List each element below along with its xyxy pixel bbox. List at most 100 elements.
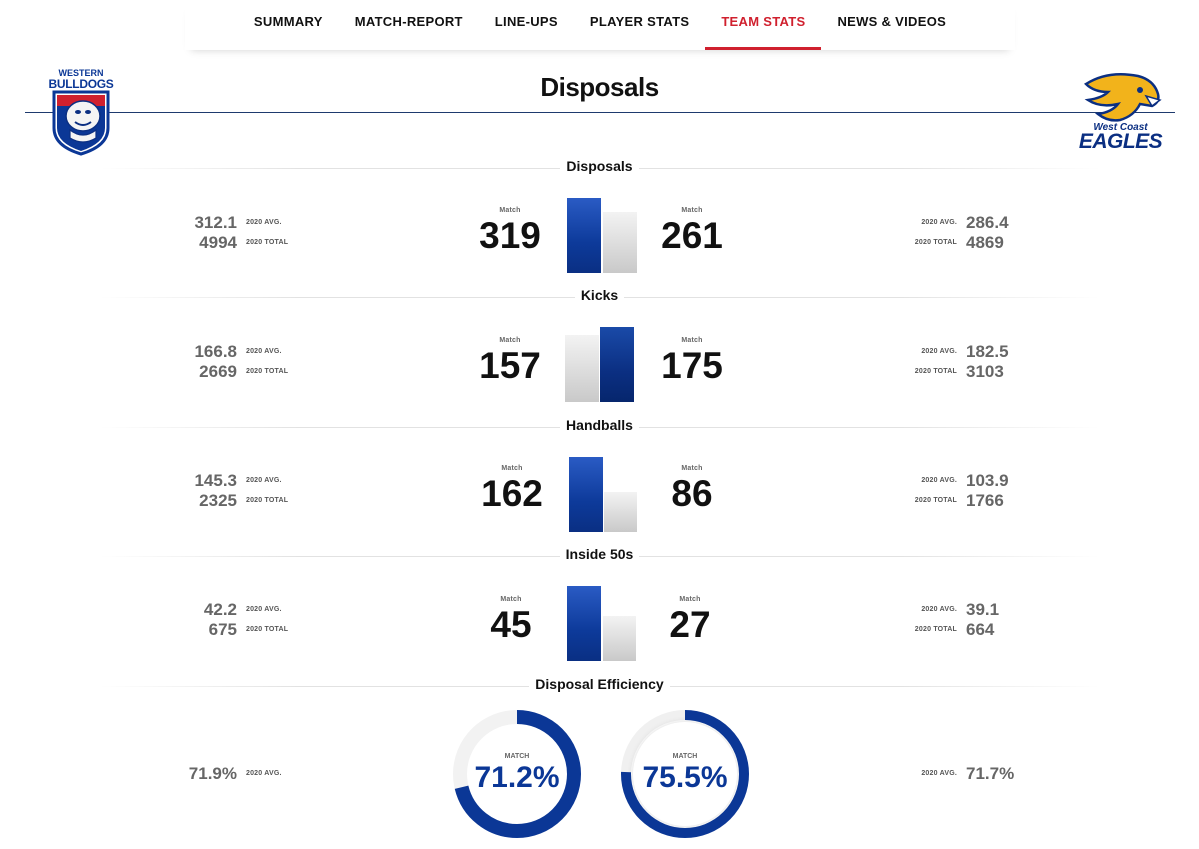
- total-label: 2020 TOTAL: [914, 368, 957, 375]
- avg-label: 2020 AVG.: [921, 477, 957, 484]
- home-match-value: 319: [479, 215, 541, 256]
- total-label: 2020 TOTAL: [246, 239, 289, 246]
- away-match-value: 86: [671, 473, 713, 514]
- page-title: Disposals: [0, 72, 1199, 103]
- away-season-stats: 2020 AVG. 103.9 2020 TOTAL 1766: [912, 471, 1009, 511]
- total-label: 2020 TOTAL: [914, 239, 957, 246]
- tab-summary[interactable]: SUMMARY: [253, 14, 323, 29]
- home-avg: 145.3: [194, 471, 237, 490]
- home-season-stats: 71.9% 2020 AVG.: [189, 764, 287, 784]
- away-efficiency-donut: MATCH 75.5%: [620, 709, 750, 839]
- away-match-box: Match 27: [650, 596, 730, 645]
- away-match-box: Match 261: [652, 207, 732, 256]
- away-season-stats: 2020 AVG. 71.7%: [912, 764, 1014, 784]
- home-match-box: Match 45: [471, 596, 551, 645]
- tab-player-stats[interactable]: PLAYER STATS: [589, 14, 690, 29]
- match-label: Match: [681, 337, 703, 344]
- match-label: MATCH: [672, 753, 698, 760]
- home-donut-fill: [453, 710, 581, 838]
- comparison-bars: [566, 452, 638, 532]
- away-donut-inner: [633, 722, 737, 826]
- avg-label: 2020 AVG.: [921, 348, 957, 355]
- section-label: Disposals: [0, 158, 1199, 174]
- away-avg: 71.7%: [966, 764, 1015, 783]
- away-donut-fill: [621, 710, 749, 838]
- stat-section-inside-50s: Inside 50s 42.2 2020 AVG. 675 2020 TOTAL M…: [0, 546, 1199, 676]
- home-match-box: Match 319: [470, 207, 550, 256]
- tab-team-stats[interactable]: TEAM STATS: [705, 0, 822, 50]
- home-season-stats: 166.8 2020 AVG. 2669 2020 TOTAL: [194, 342, 289, 382]
- away-team-logo: West Coast EAGLES: [1068, 70, 1173, 158]
- total-label: 2020 TOTAL: [246, 626, 289, 633]
- section-label: Kicks: [0, 287, 1199, 303]
- total-label: 2020 TOTAL: [246, 497, 289, 504]
- avg-label: 2020 AVG.: [921, 770, 957, 777]
- total-label: 2020 TOTAL: [246, 368, 289, 375]
- away-avg: 286.4: [966, 213, 1009, 232]
- home-match-value: 162: [481, 473, 543, 514]
- away-bar: [604, 492, 637, 532]
- match-label: Match: [499, 337, 521, 344]
- away-match-box: Match 175: [652, 337, 732, 386]
- match-label: Match: [681, 207, 703, 214]
- away-efficiency-value: 75.5%: [642, 761, 728, 794]
- away-bar: [603, 616, 636, 661]
- total-label: 2020 TOTAL: [914, 626, 957, 633]
- home-avg: 42.2: [203, 600, 237, 619]
- home-donut-ring: [453, 710, 581, 838]
- avg-label: 2020 AVG.: [246, 348, 282, 355]
- bulldogs-logo-icon: [52, 90, 110, 156]
- stat-section-disposals: Disposals 312.1 2020 AVG. 4994 2020 TOTAL …: [0, 158, 1199, 288]
- home-efficiency-donut: MATCH 71.2%: [452, 709, 582, 839]
- home-total: 2669: [199, 362, 237, 381]
- tab-news-videos[interactable]: NEWS & VIDEOS: [837, 14, 947, 29]
- avg-label: 2020 AVG.: [246, 770, 282, 777]
- match-label: Match: [500, 596, 522, 603]
- home-total: 675: [208, 620, 237, 639]
- away-season-stats: 2020 AVG. 182.5 2020 TOTAL 3103: [912, 342, 1009, 382]
- total-label: 2020 TOTAL: [914, 497, 957, 504]
- home-bar: [565, 335, 599, 402]
- home-avg: 71.9%: [188, 764, 237, 783]
- away-total: 3103: [966, 362, 1004, 381]
- avg-label: 2020 AVG.: [921, 606, 957, 613]
- home-team-logo: WESTERN BULLDOGS: [40, 66, 122, 158]
- section-label: Handballs: [0, 417, 1199, 433]
- avg-label: 2020 AVG.: [246, 477, 282, 484]
- match-label: Match: [499, 207, 521, 214]
- home-match-value: 45: [490, 604, 532, 645]
- away-avg: 103.9: [966, 471, 1009, 490]
- section-label: Inside 50s: [0, 546, 1199, 562]
- away-season-stats: 2020 AVG. 286.4 2020 TOTAL 4869: [912, 213, 1009, 253]
- home-season-stats: 42.2 2020 AVG. 675 2020 TOTAL: [203, 600, 289, 640]
- stat-section-disposal-efficiency: Disposal Efficiency 71.9% 2020 AVG. MATCH…: [0, 676, 1199, 849]
- home-logo-line1: WESTERN: [58, 68, 104, 78]
- away-total: 1766: [966, 491, 1004, 510]
- match-label: Match: [501, 465, 523, 472]
- comparison-bars: [565, 322, 638, 402]
- stat-section-handballs: Handballs 145.3 2020 AVG. 2325 2020 TOTAL …: [0, 417, 1199, 547]
- match-label: MATCH: [504, 753, 530, 760]
- comparison-bars: [566, 581, 638, 661]
- tab-match-report[interactable]: MATCH-REPORT: [354, 14, 463, 29]
- eagles-logo-icon: [1084, 73, 1162, 122]
- away-match-box: Match 86: [652, 465, 732, 514]
- away-bar: [600, 327, 634, 402]
- home-efficiency-value: 71.2%: [474, 761, 560, 794]
- comparison-bars: [566, 193, 638, 273]
- home-match-value: 157: [479, 345, 541, 386]
- tab-line-ups[interactable]: LINE-UPS: [494, 14, 558, 29]
- away-total: 664: [966, 620, 995, 639]
- match-label: Match: [679, 596, 701, 603]
- away-match-value: 261: [661, 215, 723, 256]
- home-season-stats: 312.1 2020 AVG. 4994 2020 TOTAL: [194, 213, 289, 253]
- match-label: Match: [681, 465, 703, 472]
- match-nav: SUMMARY MATCH-REPORT LINE-UPS PLAYER STA…: [185, 0, 1015, 50]
- home-avg: 166.8: [194, 342, 237, 361]
- away-avg: 182.5: [966, 342, 1009, 361]
- stat-section-kicks: Kicks 166.8 2020 AVG. 2669 2020 TOTAL Matc…: [0, 287, 1199, 417]
- home-season-stats: 145.3 2020 AVG. 2325 2020 TOTAL: [194, 471, 289, 511]
- home-total: 4994: [199, 233, 237, 252]
- home-bar: [567, 586, 601, 661]
- away-match-value: 175: [661, 345, 723, 386]
